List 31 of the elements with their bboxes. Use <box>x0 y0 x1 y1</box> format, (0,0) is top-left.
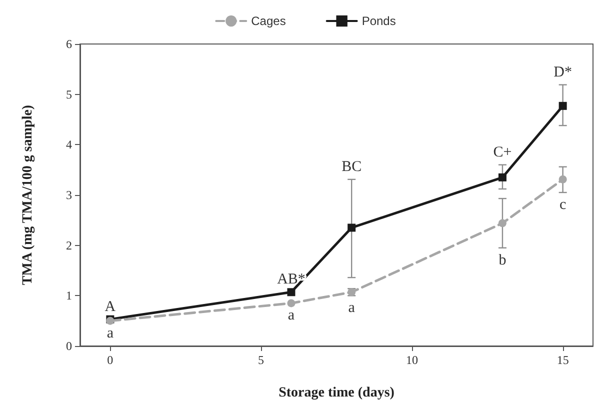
annotation: D* <box>554 64 572 80</box>
annotation: c <box>559 196 566 213</box>
annotation: a <box>288 308 295 324</box>
y-tick-label: 4 <box>66 138 72 152</box>
point <box>558 102 567 110</box>
point <box>498 219 506 228</box>
x-tick-label: 0 <box>107 353 114 367</box>
x-tick-label: 5 <box>258 353 264 367</box>
annotation: a <box>348 300 356 316</box>
annotation: C+ <box>493 144 512 160</box>
legend-label: Ponds <box>362 14 396 28</box>
y-tick-label: 3 <box>66 188 72 202</box>
y-tick-label: 5 <box>66 87 72 102</box>
point <box>287 288 296 296</box>
annotation: A <box>104 298 116 315</box>
y-tick-label: 1 <box>66 288 72 303</box>
annotation: a <box>106 325 114 342</box>
legend-label: Cages <box>251 14 286 28</box>
x-tick-label: 15 <box>556 353 569 367</box>
y-tick-label: 6 <box>66 37 72 51</box>
point <box>498 173 506 182</box>
x-axis-title: Storage time (days) <box>278 386 395 400</box>
y-axis-title: TMA (mg TMA/100 g sample) <box>20 104 36 286</box>
y-tick-label: 2 <box>66 238 72 252</box>
point <box>287 299 296 308</box>
x-tick-label: 10 <box>406 353 418 367</box>
annotation: b <box>498 252 506 268</box>
annotation: BC <box>342 158 362 175</box>
y-tick-label: 0 <box>66 339 72 353</box>
point <box>348 224 356 232</box>
point <box>558 175 567 184</box>
